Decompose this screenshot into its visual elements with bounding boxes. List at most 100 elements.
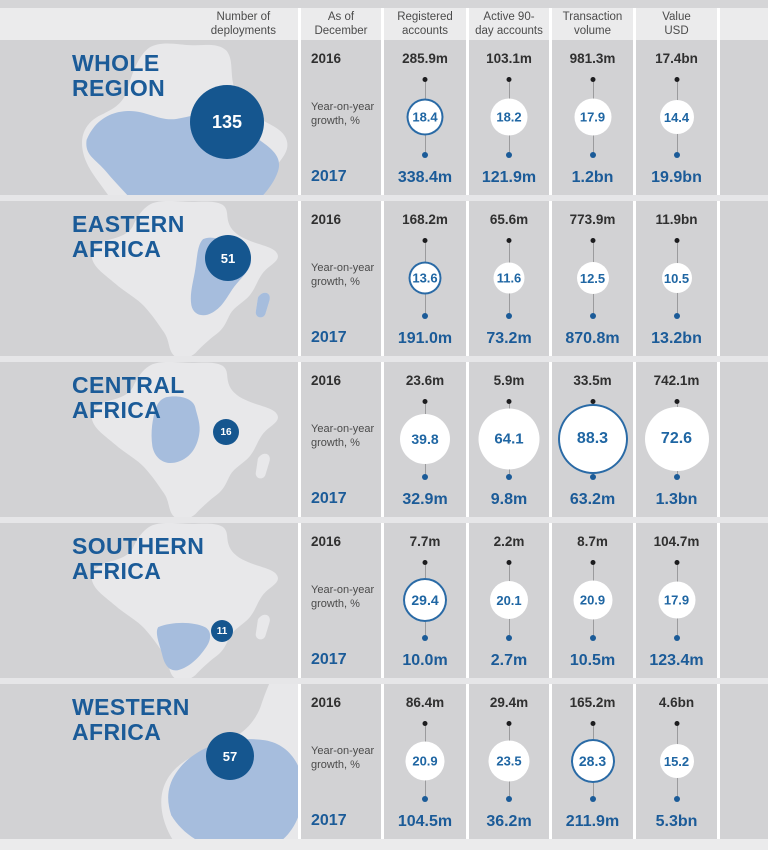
value-2016: 65.6m <box>489 212 529 227</box>
growth-value: 28.3 <box>578 753 607 769</box>
value-2016: 103.1m <box>486 51 532 66</box>
region-map-cell: WHOLE REGION 135 <box>0 40 301 195</box>
spacer-cell <box>720 201 768 356</box>
year-2016-label: 2016 <box>311 212 342 227</box>
growth-percent-bubble: 23.5 <box>488 740 530 782</box>
growth-value: 23.5 <box>496 753 522 769</box>
growth-value: 10.5 <box>663 270 690 286</box>
region-highlight-shape <box>156 622 211 671</box>
region-band: WHOLE REGION 135 2016 Year-on-year growt… <box>0 40 768 195</box>
madagascar-shape <box>255 453 270 479</box>
dot-2016 <box>590 399 595 404</box>
table-header: Number of deployments As of December Reg… <box>0 8 768 40</box>
value-2017: 121.9m <box>481 169 537 186</box>
year-2016-label: 2016 <box>311 534 342 549</box>
growth-value: 88.3 <box>576 430 609 447</box>
value-2017: 9.8m <box>490 491 528 508</box>
year-2016-label: 2016 <box>311 373 342 388</box>
spacer-cell <box>720 684 768 839</box>
value-2016: 8.7m <box>577 534 608 549</box>
value-2017: 19.9bn <box>651 169 702 186</box>
metric-cell: 86.4m 20.9 104.5m <box>384 684 469 839</box>
dot-2016 <box>674 77 679 82</box>
growth-percent-bubble: 72.6 <box>644 407 709 471</box>
metric-cell: 23.6m 39.8 32.9m <box>384 362 469 517</box>
growth-value: 18.2 <box>496 109 522 125</box>
metric-cell: 168.2m 13.6 191.0m <box>384 201 469 356</box>
value-2017: 1.2bn <box>571 169 614 186</box>
metric-cell: 773.9m 12.5 870.8m <box>552 201 636 356</box>
metric-cell: 103.1m 18.2 121.9m <box>469 40 552 195</box>
value-2017: 10.0m <box>402 652 448 669</box>
growth-value: 72.6 <box>660 430 693 447</box>
value-2016: 17.4bn <box>655 51 698 66</box>
value-2016: 33.5m <box>573 373 612 388</box>
dot-2017 <box>422 796 428 802</box>
value-2017: 1.3bn <box>655 491 698 508</box>
dot-2016 <box>506 721 512 726</box>
region-band: EASTERN AFRICA 51 2016 Year-on-year grow… <box>0 201 768 356</box>
dot-2016 <box>506 399 512 404</box>
dot-2016 <box>590 238 595 243</box>
value-2017: 73.2m <box>486 330 532 347</box>
metric-cell: 33.5m 88.3 63.2m <box>552 362 636 517</box>
dot-2017 <box>506 474 512 480</box>
metric-cell: 165.2m 28.3 211.9m <box>552 684 636 839</box>
region-bands: WHOLE REGION 135 2016 Year-on-year growt… <box>0 40 768 839</box>
metric-cell: 104.7m 17.9 123.4m <box>636 523 720 678</box>
value-2016: 86.4m <box>405 695 445 710</box>
deployments-count-badge: 57 <box>206 732 254 780</box>
growth-value: 12.5 <box>579 270 606 286</box>
value-2016: 11.9bn <box>655 212 698 227</box>
deployments-count-badge: 11 <box>211 620 233 642</box>
growth-percent-bubble: 18.2 <box>490 98 528 136</box>
as-of-cell: 2016 Year-on-year growth, % 2017 <box>301 40 384 195</box>
growth-percent-bubble: 17.9 <box>658 581 695 619</box>
metric-cell: 17.4bn 14.4 19.9bn <box>636 40 720 195</box>
value-2017: 5.3bn <box>655 813 698 830</box>
year-2017-label: 2017 <box>311 651 347 668</box>
africa-map <box>91 523 278 678</box>
growth-percent-bubble: 10.5 <box>661 263 692 293</box>
growth-label: Year-on-year growth, % <box>311 101 375 128</box>
header-spacer <box>720 8 768 40</box>
madagascar-shape <box>255 614 270 640</box>
deployments-count-badge: 16 <box>213 419 239 445</box>
header-number-of-deployments: Number of deployments <box>0 8 301 40</box>
value-2017: 338.4m <box>397 169 453 186</box>
value-2016: 4.6bn <box>658 695 695 710</box>
value-2016: 104.7m <box>653 534 700 549</box>
growth-value: 17.9 <box>663 592 690 608</box>
spacer-cell <box>720 523 768 678</box>
madagascar-highlight-shape <box>255 292 270 318</box>
dot-2016 <box>590 721 595 726</box>
value-2017: 36.2m <box>486 813 532 830</box>
africa-map <box>91 362 278 517</box>
year-2016-label: 2016 <box>311 51 342 66</box>
value-2017: 211.9m <box>565 813 620 830</box>
dot-2017 <box>673 152 680 158</box>
region-map-cell: SOUTHERN AFRICA 11 <box>0 523 301 678</box>
region-title: EASTERN AFRICA <box>72 211 185 262</box>
growth-percent-bubble: 64.1 <box>478 408 540 470</box>
value-2017: 32.9m <box>402 491 448 508</box>
year-2016-label: 2016 <box>311 695 342 710</box>
metric-cell: 742.1m 72.6 1.3bn <box>636 362 720 517</box>
metric-cell: 8.7m 20.9 10.5m <box>552 523 636 678</box>
growth-value: 18.4 <box>412 109 438 125</box>
growth-percent-bubble: 15.2 <box>659 744 694 778</box>
growth-percent-bubble: 13.6 <box>408 261 442 295</box>
dot-2017 <box>589 313 596 319</box>
region-map-cell: WESTERN AFRICA 57 <box>0 684 301 839</box>
value-2017: 104.5m <box>397 813 453 830</box>
deployments-count-badge: 51 <box>205 235 251 281</box>
dot-2017 <box>673 474 680 480</box>
region-map-cell: EASTERN AFRICA 51 <box>0 201 301 356</box>
region-title: WESTERN AFRICA <box>72 694 190 745</box>
growth-value: 17.9 <box>579 109 606 125</box>
value-2017: 870.8m <box>565 330 620 347</box>
value-2017: 123.4m <box>649 652 704 669</box>
dot-2017 <box>506 796 512 802</box>
metric-cell: 29.4m 23.5 36.2m <box>469 684 552 839</box>
